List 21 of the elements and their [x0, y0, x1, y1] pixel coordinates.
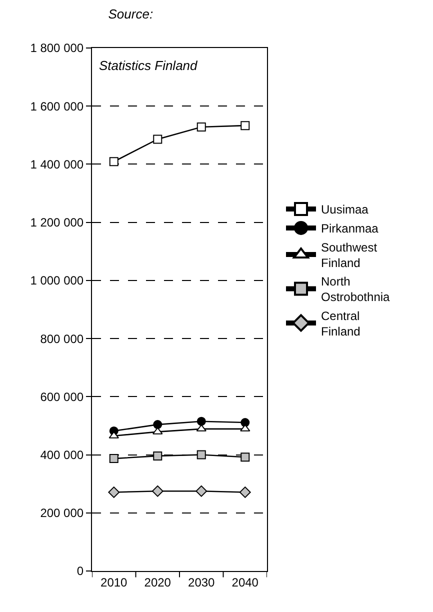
y-tick-label: 0 — [76, 564, 84, 578]
x-tick-label: 2040 — [232, 575, 259, 590]
y-tick-label: 200 000 — [40, 506, 84, 520]
legend-label: North Ostrobothnia — [321, 274, 390, 304]
y-tick-label: 400 000 — [40, 448, 84, 462]
legend-label: Pirkanmaa — [321, 222, 379, 236]
x-tick-label: 2020 — [144, 575, 172, 590]
chart-title: Source: — [108, 6, 154, 22]
y-tick-label: 1 200 000 — [30, 216, 84, 230]
x-tick-label: 2030 — [188, 575, 216, 590]
x-tick-label: 2010 — [100, 575, 128, 590]
y-tick-label: 800 000 — [40, 332, 84, 346]
legend-label: Central Finland — [321, 308, 360, 338]
y-tick-label: 1 800 000 — [30, 41, 84, 56]
legend-label: Uusimaa — [321, 202, 369, 217]
y-tick-label: 600 000 — [40, 390, 84, 404]
annotation: Statistics Finland — [99, 58, 198, 73]
legend-label: Southwest Finland — [321, 240, 378, 270]
y-tick-label: 1 400 000 — [30, 157, 84, 172]
y-tick-label: 1 000 000 — [30, 274, 84, 288]
y-tick-label: 1 600 000 — [30, 99, 84, 114]
